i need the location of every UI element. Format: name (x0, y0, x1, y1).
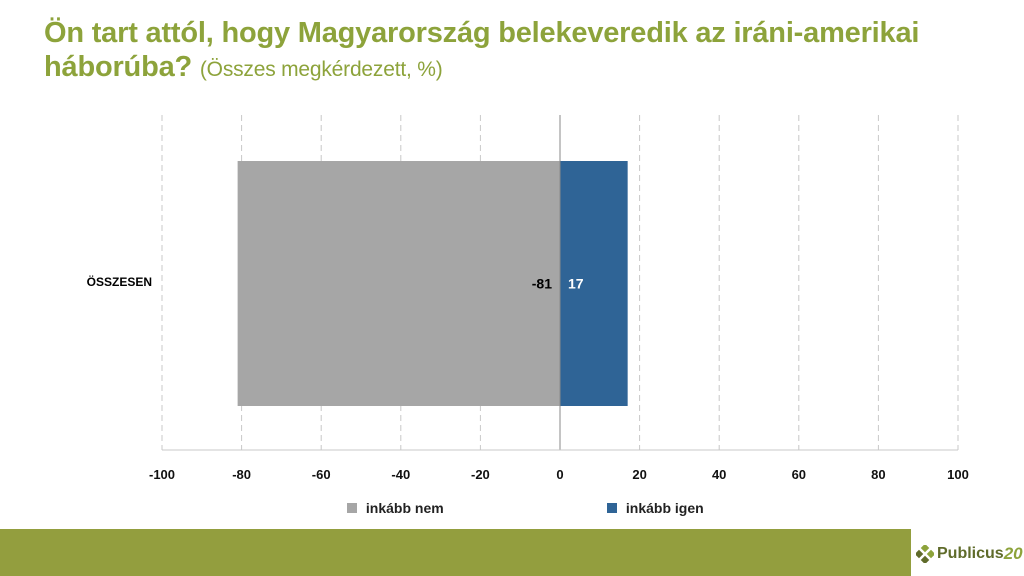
footer-bar (0, 529, 911, 576)
publicus-logo-number: 20 (1003, 544, 1023, 563)
x-tick-label: -20 (471, 467, 490, 482)
x-tick-label: 0 (556, 467, 563, 482)
legend-label-inkabb-nem: inkább nem (365, 500, 444, 516)
x-tick-label: 40 (712, 467, 726, 482)
data-label: -81 (532, 276, 552, 292)
data-labels: -81 17 (532, 276, 584, 292)
bars (237, 161, 628, 406)
legend-swatch-inkabb-igen (607, 503, 617, 513)
category-label: ÖSSZESEN (86, 275, 152, 289)
x-tick-label: -80 (232, 467, 251, 482)
legend-swatch-inkabb-nem (347, 503, 357, 513)
data-label: 17 (568, 276, 584, 292)
publicus-logo: Publicus 20 (916, 541, 1023, 567)
x-tick-label: 100 (947, 467, 969, 482)
chart-title-main: Ön tart attól, hogy Magyarország belekev… (44, 17, 920, 83)
x-tick-label: -60 (312, 467, 331, 482)
legend-label-inkabb-igen: inkább igen (625, 500, 704, 516)
bar-positive (560, 161, 628, 406)
bar-negative (237, 161, 560, 406)
legend-item-inkabb-igen: inkább igen (607, 500, 704, 516)
publicus-logo-icon (916, 545, 934, 563)
x-tick-label: 80 (871, 467, 885, 482)
x-tick-label: -40 (391, 467, 410, 482)
chart-subtitle: (Összes megkérdezett, %) (199, 58, 443, 81)
chart-title: Ön tart attól, hogy Magyarország belekev… (44, 16, 984, 87)
x-tick-label: -100 (149, 467, 175, 482)
x-tick-label: 60 (792, 467, 806, 482)
zero-axis (162, 115, 958, 451)
x-tick-label: 20 (632, 467, 646, 482)
legend-item-inkabb-nem: inkább nem (347, 500, 444, 516)
publicus-logo-text: Publicus (937, 545, 1004, 562)
x-tick-labels: -100 -80 -60 -40 -20 0 20 40 60 80 100 (149, 467, 969, 482)
